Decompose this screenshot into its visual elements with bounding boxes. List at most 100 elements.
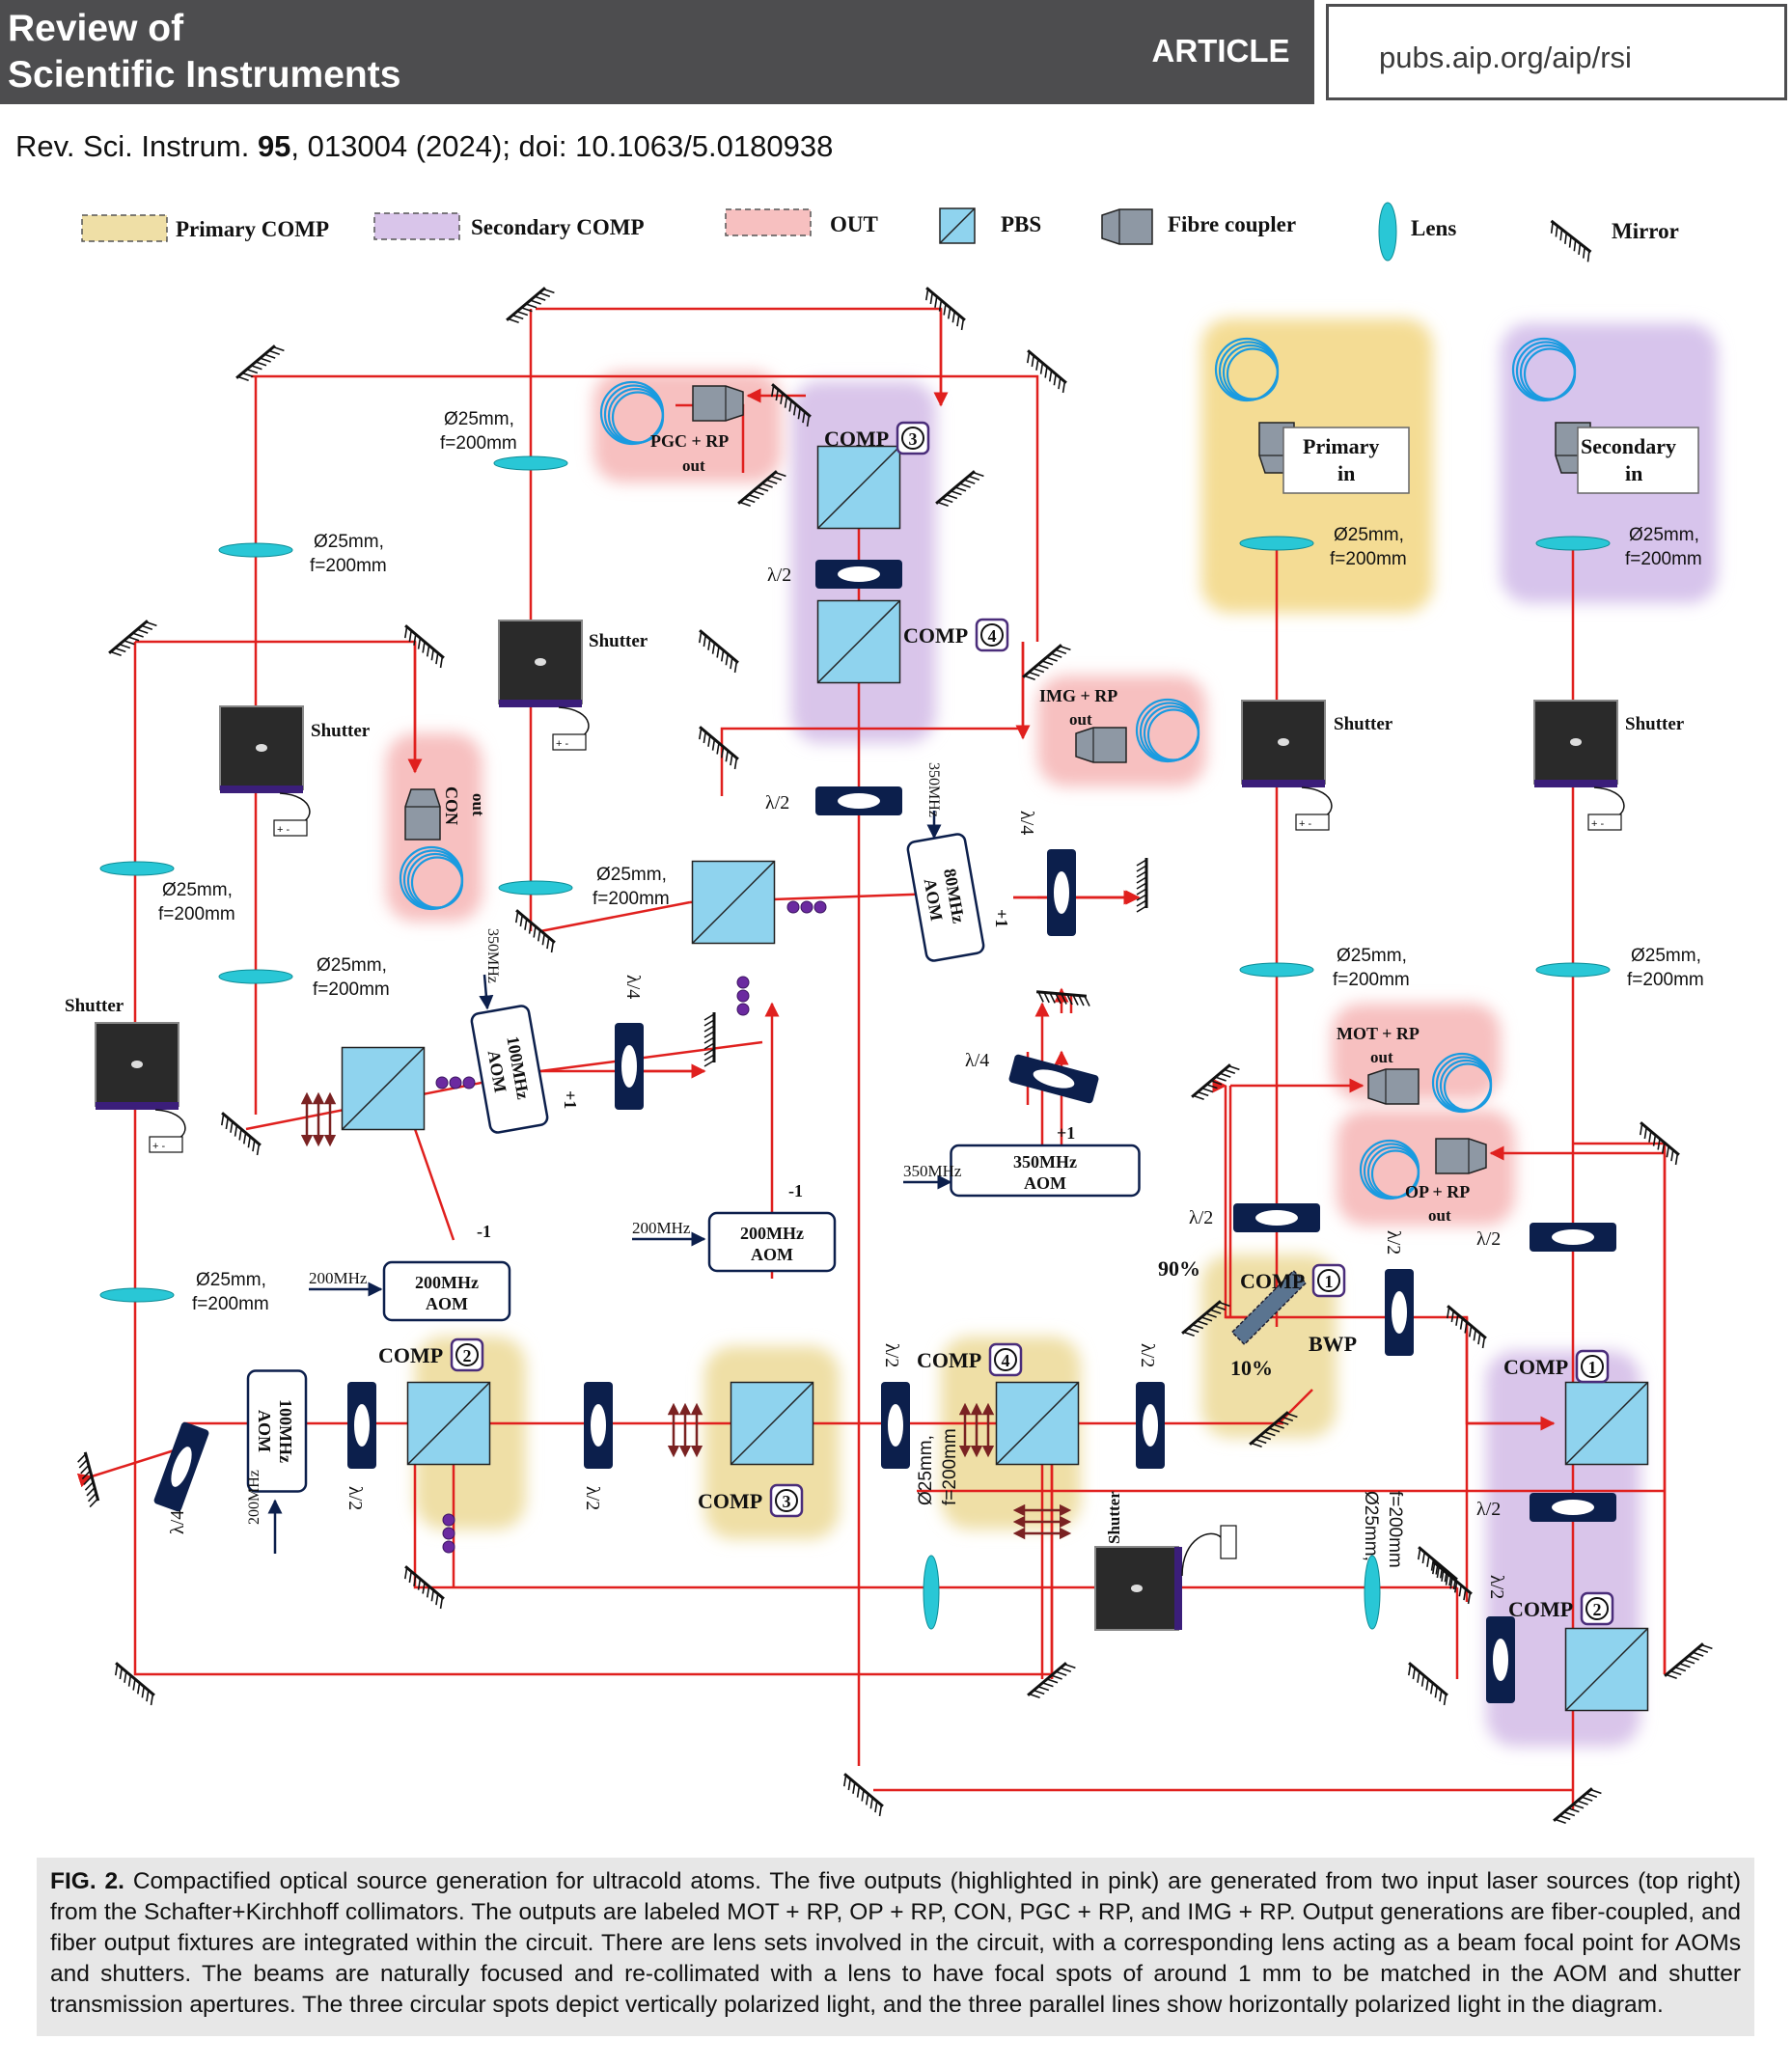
waveplate-window [354,1404,370,1447]
mirror-icon [1431,1560,1473,1605]
mirror-hatch [938,300,943,312]
mirror-hatch [422,641,426,653]
lens-icon [923,1555,940,1630]
vertical-polarization-dot [736,1003,750,1016]
pbs-diagonal [816,599,901,684]
mirror-hatch [1060,1667,1072,1672]
shutter-cable [154,1109,186,1142]
waveplate-icon [1047,849,1076,936]
mirror-hatch [703,1054,715,1062]
vertical-polarization-dot [800,900,813,914]
rf-input-label: 350MHz [484,928,501,983]
mirror-hatch [711,739,716,751]
figure-caption: FIG. 2. Compactified optical source gene… [50,1866,1741,2021]
aom-order: +1 [1057,1123,1075,1143]
mirror-hatch [1455,1314,1459,1326]
journal-url[interactable]: pubs.aip.org/aip/rsi [1379,41,1632,74]
mirror-hatch [251,365,262,371]
vertical-polarization-dot [736,976,750,989]
aom-body [470,1005,549,1134]
mirror-hatch [525,303,538,309]
mirror-hatch [869,1797,873,1809]
waveplate-icon [1530,1223,1616,1252]
shutter-plug-label: + - [277,824,289,836]
waveplate-window [888,1404,903,1447]
badge-circle [1581,1355,1604,1378]
fibre-coupler-body [1101,208,1153,245]
mirror-hatch [924,289,929,301]
mirror-hatch [1214,1305,1227,1310]
waveplate-label: λ/2 [1383,1230,1404,1255]
mirror-hatch [514,911,519,924]
pbs-diagonal [816,445,901,530]
mirror-hatch [1055,993,1061,1005]
mirror-hatch [1577,1800,1588,1806]
mirror-hatch [1468,1325,1473,1337]
lens-spec-diameter: Ø25mm, [596,865,667,885]
waveplate-icon [1233,1203,1320,1232]
mirror-hatch [1210,1080,1223,1086]
waveplate-label: λ/2 [765,792,789,813]
pbs-diagonal [691,860,776,945]
mirror-hatch [1550,222,1554,234]
mirror-hatch [80,1464,90,1475]
mirror-hatch [847,1778,852,1791]
pbs-cube [939,207,976,244]
mirror-hatch [1048,370,1053,382]
mirror-hatch [943,303,947,316]
primary-comp-zone [1201,1255,1337,1438]
journal-title: Review of Scientific Instruments [8,6,587,98]
mirror-hatch [1696,1647,1709,1653]
shutter-aperture [256,744,267,752]
journal-url-box[interactable]: pubs.aip.org/aip/rsi [1326,4,1787,100]
citation-journal: Rev. Sci. Instrum. [15,129,250,163]
shutter-cable [1301,786,1333,819]
mirror-hatch [1037,664,1049,670]
badge-number: 3 [783,1492,791,1511]
mirror-hatch [1701,1643,1713,1650]
shutter-plug [149,1136,183,1153]
waveplate-window [1552,1500,1594,1515]
mirror-hatch [703,1025,715,1033]
mirror-hatch [725,750,729,762]
mirror-hatch [1205,1312,1217,1318]
mirror-icon [506,287,555,323]
mirror-icon [737,470,786,507]
aom-order: +1 [561,1090,580,1109]
mirror-hatch [1445,1574,1449,1585]
mirror-hatch [403,1567,408,1580]
mirror-hatch [519,915,524,927]
fibre-coupler-icon [1075,727,1127,763]
aom-order: -1 [788,1181,803,1200]
mirror-hatch [435,652,439,665]
legend-pbs-label: PBS [1001,212,1041,236]
mirror-icon [114,1662,155,1706]
waveplate-window [1054,871,1069,914]
beam-segment [539,900,691,933]
aom-order: +1 [992,909,1011,927]
legend-primary-label: Primary COMP [176,217,329,241]
mirror-hatch [524,919,528,930]
shutter-label: Shutter [65,996,124,1016]
mirror-hatch [430,1589,434,1602]
lens-spec-focal: f=200mm [313,979,390,1000]
comp-number-badge: 2 [450,1337,484,1372]
mirror-hatch [956,315,960,327]
lens-spec-diameter: Ø25mm, [1629,525,1699,545]
fibre-coil [1226,347,1280,400]
mirror-hatch [1661,1142,1666,1154]
badge-number: 4 [1002,1351,1010,1370]
mirror-hatch [856,1786,861,1798]
aom-body [246,1369,308,1493]
mirror-hatch [1568,1807,1580,1813]
lens-spec-diameter: Ø25mm, [1631,946,1701,966]
fibre-coupler-body [1367,1068,1420,1105]
waveplate-icon [815,786,902,815]
mirror-hatch [1028,671,1040,677]
shutter-base [1174,1547,1182,1630]
mirror-hatch [874,1801,878,1813]
pbs-cube [406,1381,491,1466]
mirror-hatch [788,400,792,412]
mirror-hatch [698,631,703,644]
aom-order: -1 [477,1222,491,1241]
